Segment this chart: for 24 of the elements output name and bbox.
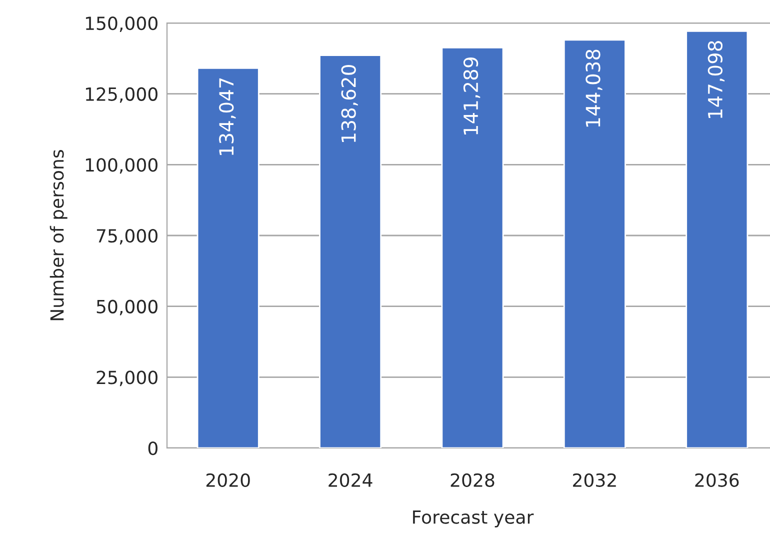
- bar: [196, 68, 260, 448]
- data-label: 134,047: [219, 78, 236, 155]
- bar: [441, 46, 504, 448]
- data-label: 144,038: [586, 50, 602, 127]
- data-label: 141,289: [463, 58, 480, 134]
- y-tick-label: 50,000: [96, 300, 158, 316]
- x-tick-label: 2024: [328, 473, 372, 487]
- bar: [686, 30, 748, 448]
- y-tick-label: 25,000: [96, 370, 158, 386]
- bar: [563, 39, 626, 448]
- x-tick-label: 2028: [450, 473, 494, 487]
- data-label: 147,098: [708, 41, 725, 118]
- y-tick-label: 75,000: [96, 228, 158, 244]
- x-tick-label: 2032: [573, 473, 616, 487]
- y-tick-label: 100,000: [86, 158, 158, 174]
- x-tick-label: 2020: [206, 473, 250, 487]
- x-axis-title: Forecast year: [413, 510, 534, 528]
- y-tick-label: 125,000: [86, 87, 158, 103]
- y-axis-title: Number of persons: [50, 150, 68, 320]
- data-label: 138,620: [341, 65, 358, 142]
- x-tick-label: 2036: [695, 473, 739, 487]
- bar: [319, 54, 382, 448]
- y-tick-label: 0: [148, 441, 158, 456]
- y-tick-label: 150,000: [86, 16, 158, 32]
